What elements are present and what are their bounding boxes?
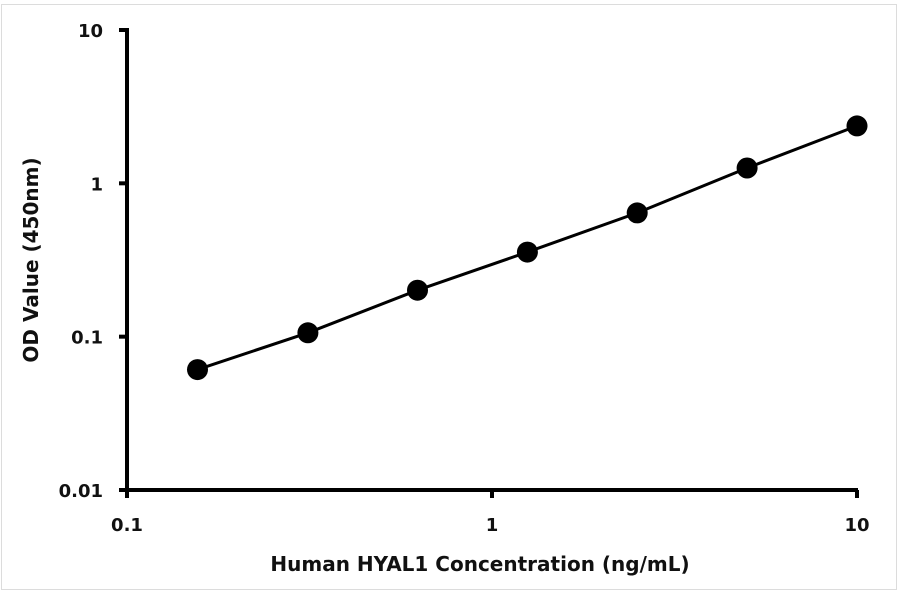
y-tick-label: 10 xyxy=(78,21,103,42)
data-point-marker xyxy=(736,157,758,179)
data-point-marker xyxy=(626,202,648,224)
axes xyxy=(119,28,859,498)
x-tick-label: 0.1 xyxy=(111,515,143,536)
data-point-marker xyxy=(846,115,868,137)
data-series xyxy=(187,115,868,381)
tick-labels: 0.01 0.1 1 10 0.1 1 10 xyxy=(59,21,870,536)
data-point-marker xyxy=(516,241,538,263)
y-tick-label: 1 xyxy=(90,174,103,195)
x-tick-label: 10 xyxy=(844,515,869,536)
data-point-marker xyxy=(297,322,319,344)
y-tick-label: 0.01 xyxy=(59,481,103,502)
y-tick-label: 0.1 xyxy=(71,328,103,349)
x-tick-label: 1 xyxy=(486,515,499,536)
x-axis-title: Human HYAL1 Concentration (ng/mL) xyxy=(270,552,689,576)
data-point-marker xyxy=(187,359,208,381)
y-axis-title: OD Value (450nm) xyxy=(19,157,43,362)
data-point-marker xyxy=(407,279,428,301)
image-frame xyxy=(1,4,897,590)
